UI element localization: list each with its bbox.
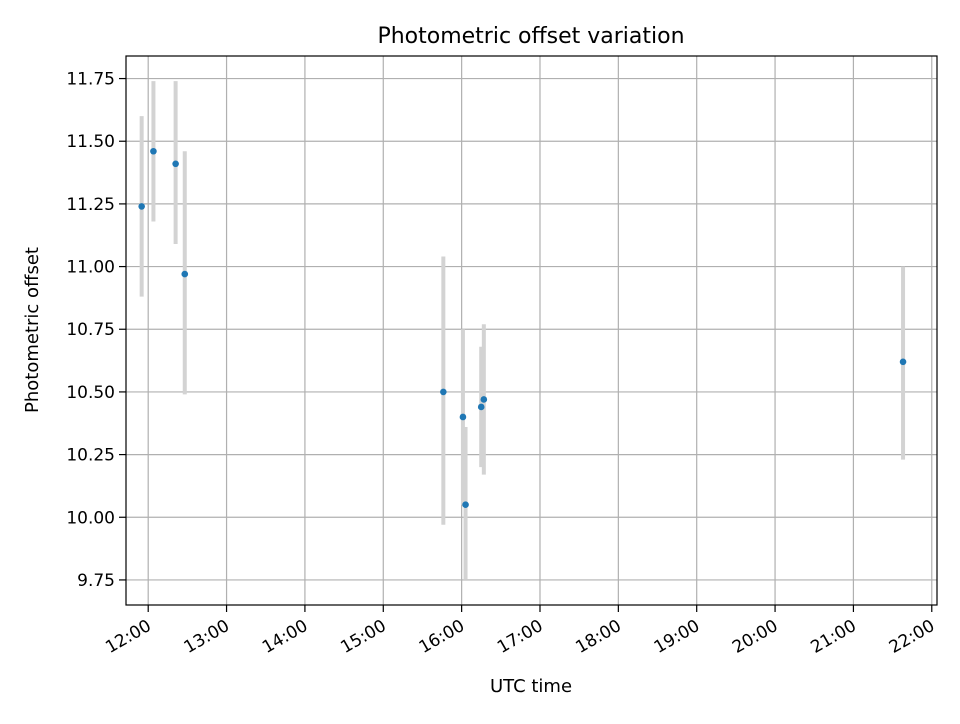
grid-lines (126, 56, 937, 605)
plot-area (126, 56, 937, 605)
data-point (899, 358, 907, 366)
chart-title: Photometric offset variation (377, 24, 684, 49)
data-point (181, 270, 189, 278)
y-tick-label: 11.75 (66, 70, 115, 90)
data-point (138, 203, 145, 210)
data-points (138, 147, 907, 509)
y-tick-label: 10.50 (66, 383, 115, 403)
data-point (480, 396, 488, 403)
data-point (440, 388, 447, 396)
y-tick-label: 10.00 (66, 508, 115, 528)
x-axis-label: UTC time (490, 676, 572, 697)
y-tick-label: 10.25 (66, 446, 115, 466)
y-tick-label: 11.25 (66, 195, 115, 215)
data-point (477, 403, 485, 411)
data-point (172, 160, 179, 168)
y-tick-label: 11.00 (66, 258, 115, 278)
data-point (150, 147, 157, 155)
y-tick-label: 10.75 (66, 320, 115, 340)
y-tick-label: 11.50 (66, 132, 115, 152)
y-tick-label: 9.75 (77, 571, 115, 591)
y-axis-label: Photometric offset (22, 247, 43, 413)
data-point (462, 501, 469, 509)
plot-frame (125, 55, 938, 606)
y-axis-ticks: 9.75 10.00 10.25 10.50 10.75 11.00 11.25 11.50 1… (66, 70, 126, 591)
data-point (459, 413, 467, 421)
